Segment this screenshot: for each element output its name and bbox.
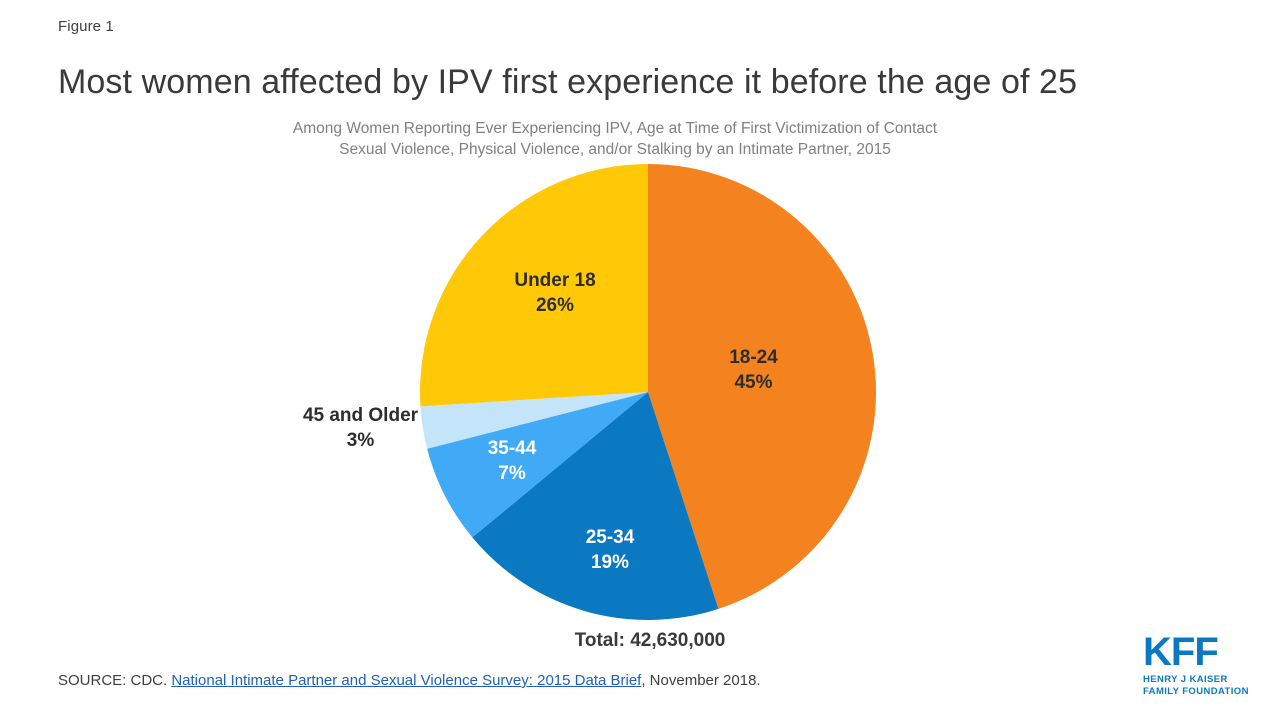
page-title: Most women affected by IPV first experie… <box>58 63 1078 101</box>
pie-label-25-34-name: 25-34 <box>585 527 635 548</box>
pie-label-under-18: Under 18 26% <box>470 268 640 318</box>
pie-total-label: Total: 42,630,000 <box>574 630 726 651</box>
pie-label-18-24-name: 18-24 <box>729 347 778 368</box>
pie-label-45-and-older: 45 and Older 3% <box>248 403 473 453</box>
pie-slice-25-34 <box>472 392 719 621</box>
pie-label-under-18-name: Under 18 <box>514 270 596 291</box>
kff-logo-tagline: HENRY J KAISER FAMILY FOUNDATION <box>1143 674 1263 697</box>
kff-logo-wordmark: KFF <box>1143 630 1219 674</box>
pie-label-35-44-name: 35-44 <box>487 438 537 459</box>
kff-logo: KFF HENRY J KAISER FAMILY FOUNDATION <box>1143 632 1263 697</box>
pie-label-18-24-value: 45% <box>734 372 773 393</box>
chart-subtitle-line-1: Among Women Reporting Ever Experiencing … <box>292 120 938 137</box>
kff-logo-tagline-line-1: HENRY J KAISER <box>1143 674 1228 685</box>
pie-label-25-34-value: 19% <box>590 552 630 573</box>
chart-subtitle: Among Women Reporting Ever Experiencing … <box>140 118 1090 160</box>
pie-label-45-and-older-name: 45 and Older <box>302 405 419 426</box>
pie-label-under-18-value: 26% <box>535 295 575 316</box>
pie-label-35-44-value: 7% <box>498 463 526 484</box>
source-link[interactable]: National Intimate Partner and Sexual Vio… <box>171 672 642 689</box>
kff-logo-tagline-line-2: FAMILY FOUNDATION <box>1143 685 1249 697</box>
pie-label-18-24: 18-24 45% <box>676 345 831 395</box>
pie-label-45-and-older-value: 3% <box>346 430 375 451</box>
figure-label: Figure 1 <box>58 18 114 35</box>
pie-label-35-44: 35-44 7% <box>447 436 577 486</box>
source-suffix: , November 2018. <box>641 672 761 689</box>
pie-label-25-34: 25-34 19% <box>530 525 690 575</box>
source-prefix: SOURCE: CDC. <box>58 672 172 689</box>
source-line: SOURCE: CDC. National Intimate Partner a… <box>58 672 761 689</box>
chart-subtitle-line-2: Sexual Violence, Physical Violence, and/… <box>339 141 891 158</box>
